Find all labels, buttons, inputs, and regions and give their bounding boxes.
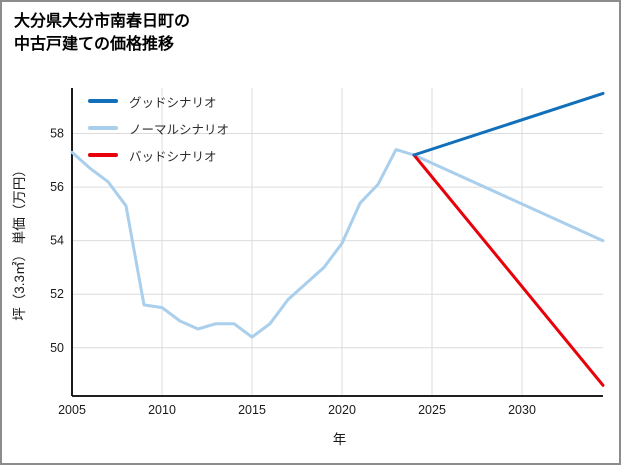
legend-label: ノーマルシナリオ (129, 122, 230, 137)
x-tick-label: 2025 (418, 403, 446, 417)
y-axis-label: 坪（3.3㎡） 単価（万円） (12, 163, 27, 321)
chart-title-line1: 大分県大分市南春日町の (14, 13, 191, 30)
legend-label: バッドシナリオ (129, 149, 217, 164)
x-axis-label: 年 (332, 432, 347, 447)
series-line-normal (70, 148, 605, 339)
y-tick-label: 56 (50, 180, 64, 194)
legend-label: グッドシナリオ (129, 95, 217, 110)
legend-item: バッドシナリオ (88, 146, 229, 164)
x-tick-label: 2010 (148, 403, 176, 417)
series-line-good (412, 91, 605, 157)
chart-title-line2: 中古戸建ての価格推移 (14, 36, 175, 54)
legend-swatch (88, 126, 118, 130)
y-tick-label: 58 (50, 127, 64, 141)
y-tick-label: 54 (50, 234, 64, 248)
legend-swatch (88, 153, 118, 157)
chart-title: 大分県大分市南春日町の 中古戸建ての価格推移 (14, 10, 190, 56)
chart-legend: グッドシナリオ ノーマルシナリオ バッドシナリオ (88, 92, 229, 164)
x-tick-label: 2030 (508, 403, 536, 417)
legend-item: ノーマルシナリオ (88, 119, 229, 137)
y-tick-label: 52 (50, 287, 64, 301)
x-tick-label: 2015 (238, 403, 266, 417)
legend-item: グッドシナリオ (88, 92, 229, 110)
series-line-bad (412, 153, 605, 387)
x-tick-label: 2020 (328, 403, 356, 417)
legend-swatch (88, 99, 118, 103)
x-tick-label: 2005 (58, 403, 86, 417)
y-tick-label: 50 (50, 341, 64, 355)
